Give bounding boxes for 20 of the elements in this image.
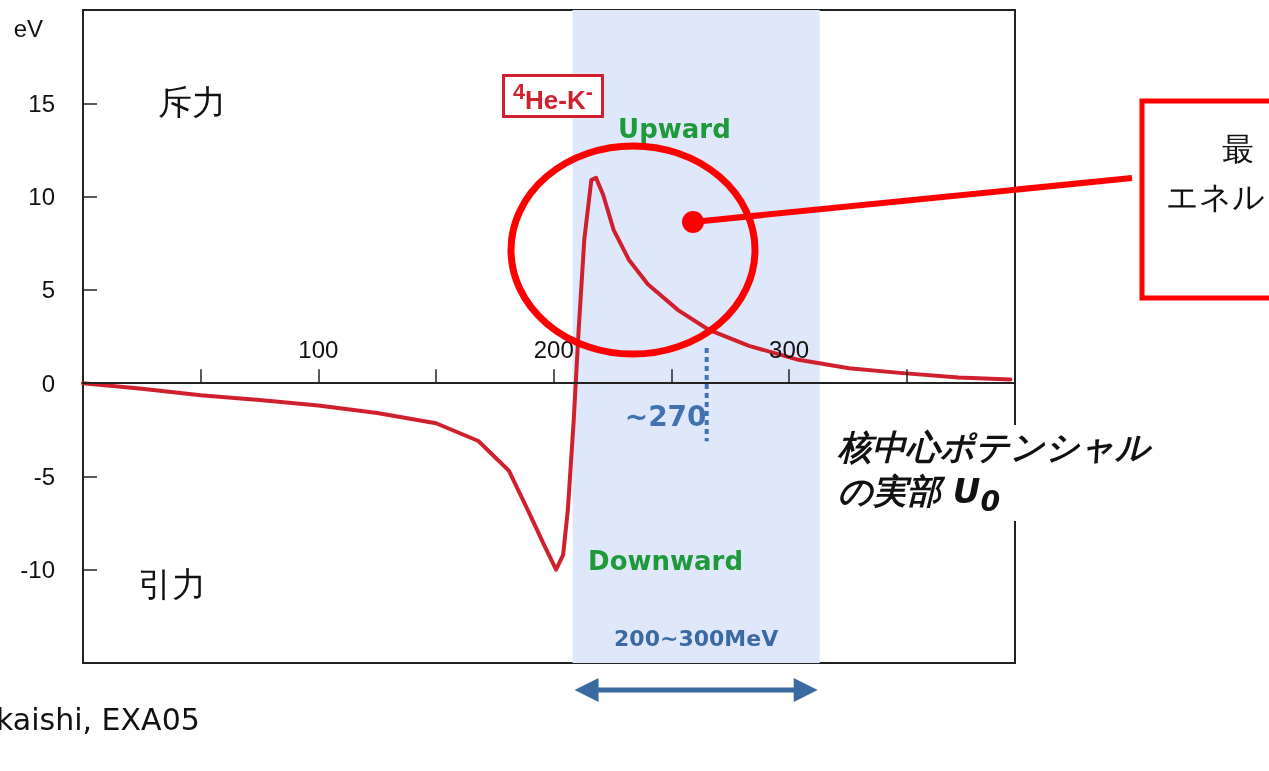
y-axis-title: eV: [13, 14, 43, 42]
y-tick-label: 0: [41, 369, 55, 397]
text: 最: [1222, 129, 1254, 170]
annotation: Downward: [588, 545, 744, 576]
text: $^{4}$He-K$^{-}$: [502, 74, 604, 118]
text: エネル: [1166, 177, 1265, 218]
annotation: 核中心ポテンシャルの実部 U$_{0}$: [838, 425, 1168, 521]
x-tick-label: 200: [533, 335, 574, 363]
y-tick-label: 15: [28, 89, 55, 117]
annotation: 引力: [138, 563, 206, 606]
annotation: 斥力: [158, 81, 226, 124]
x-tick-label: 300: [769, 335, 810, 363]
annotation: Upward: [618, 113, 731, 144]
y-tick-label: 10: [28, 183, 55, 211]
x-tick-label: 100: [298, 335, 339, 363]
band-label: 200~300MeV: [614, 625, 779, 651]
y-tick-label: 5: [41, 276, 55, 304]
y-tick-label: -5: [33, 462, 55, 490]
annotation: ~270: [624, 399, 707, 433]
y-tick-label: -10: [20, 556, 55, 584]
